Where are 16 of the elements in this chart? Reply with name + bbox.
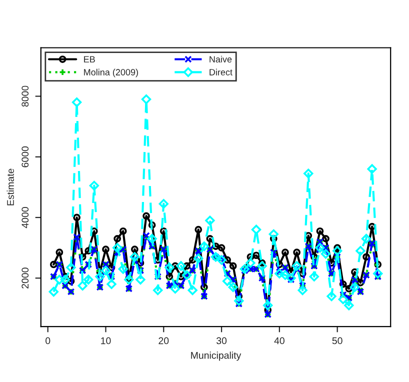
y-tick-label: 8000 bbox=[22, 86, 29, 107]
x-tick-label: 0 bbox=[46, 337, 50, 344]
legend-label: Molina (2009) bbox=[84, 68, 138, 78]
x-tick-label: 20 bbox=[158, 337, 169, 344]
x-tick-label: 50 bbox=[332, 337, 342, 344]
y-axis-title: Estimate bbox=[6, 168, 14, 206]
legend-label: Direct bbox=[210, 68, 232, 76]
y-tick-label: 6000 bbox=[22, 146, 29, 168]
y-tick-label: 2000 bbox=[22, 268, 29, 288]
x-tick-label: 40 bbox=[274, 337, 284, 344]
y-tick-label: 4000 bbox=[22, 207, 29, 228]
x-tick-label: 30 bbox=[216, 337, 227, 344]
x-tick-label: 10 bbox=[101, 337, 111, 344]
legend-label: Naive bbox=[210, 56, 232, 63]
legend-label: EB bbox=[84, 56, 95, 62]
x-axis-title: Municipality bbox=[191, 352, 242, 361]
